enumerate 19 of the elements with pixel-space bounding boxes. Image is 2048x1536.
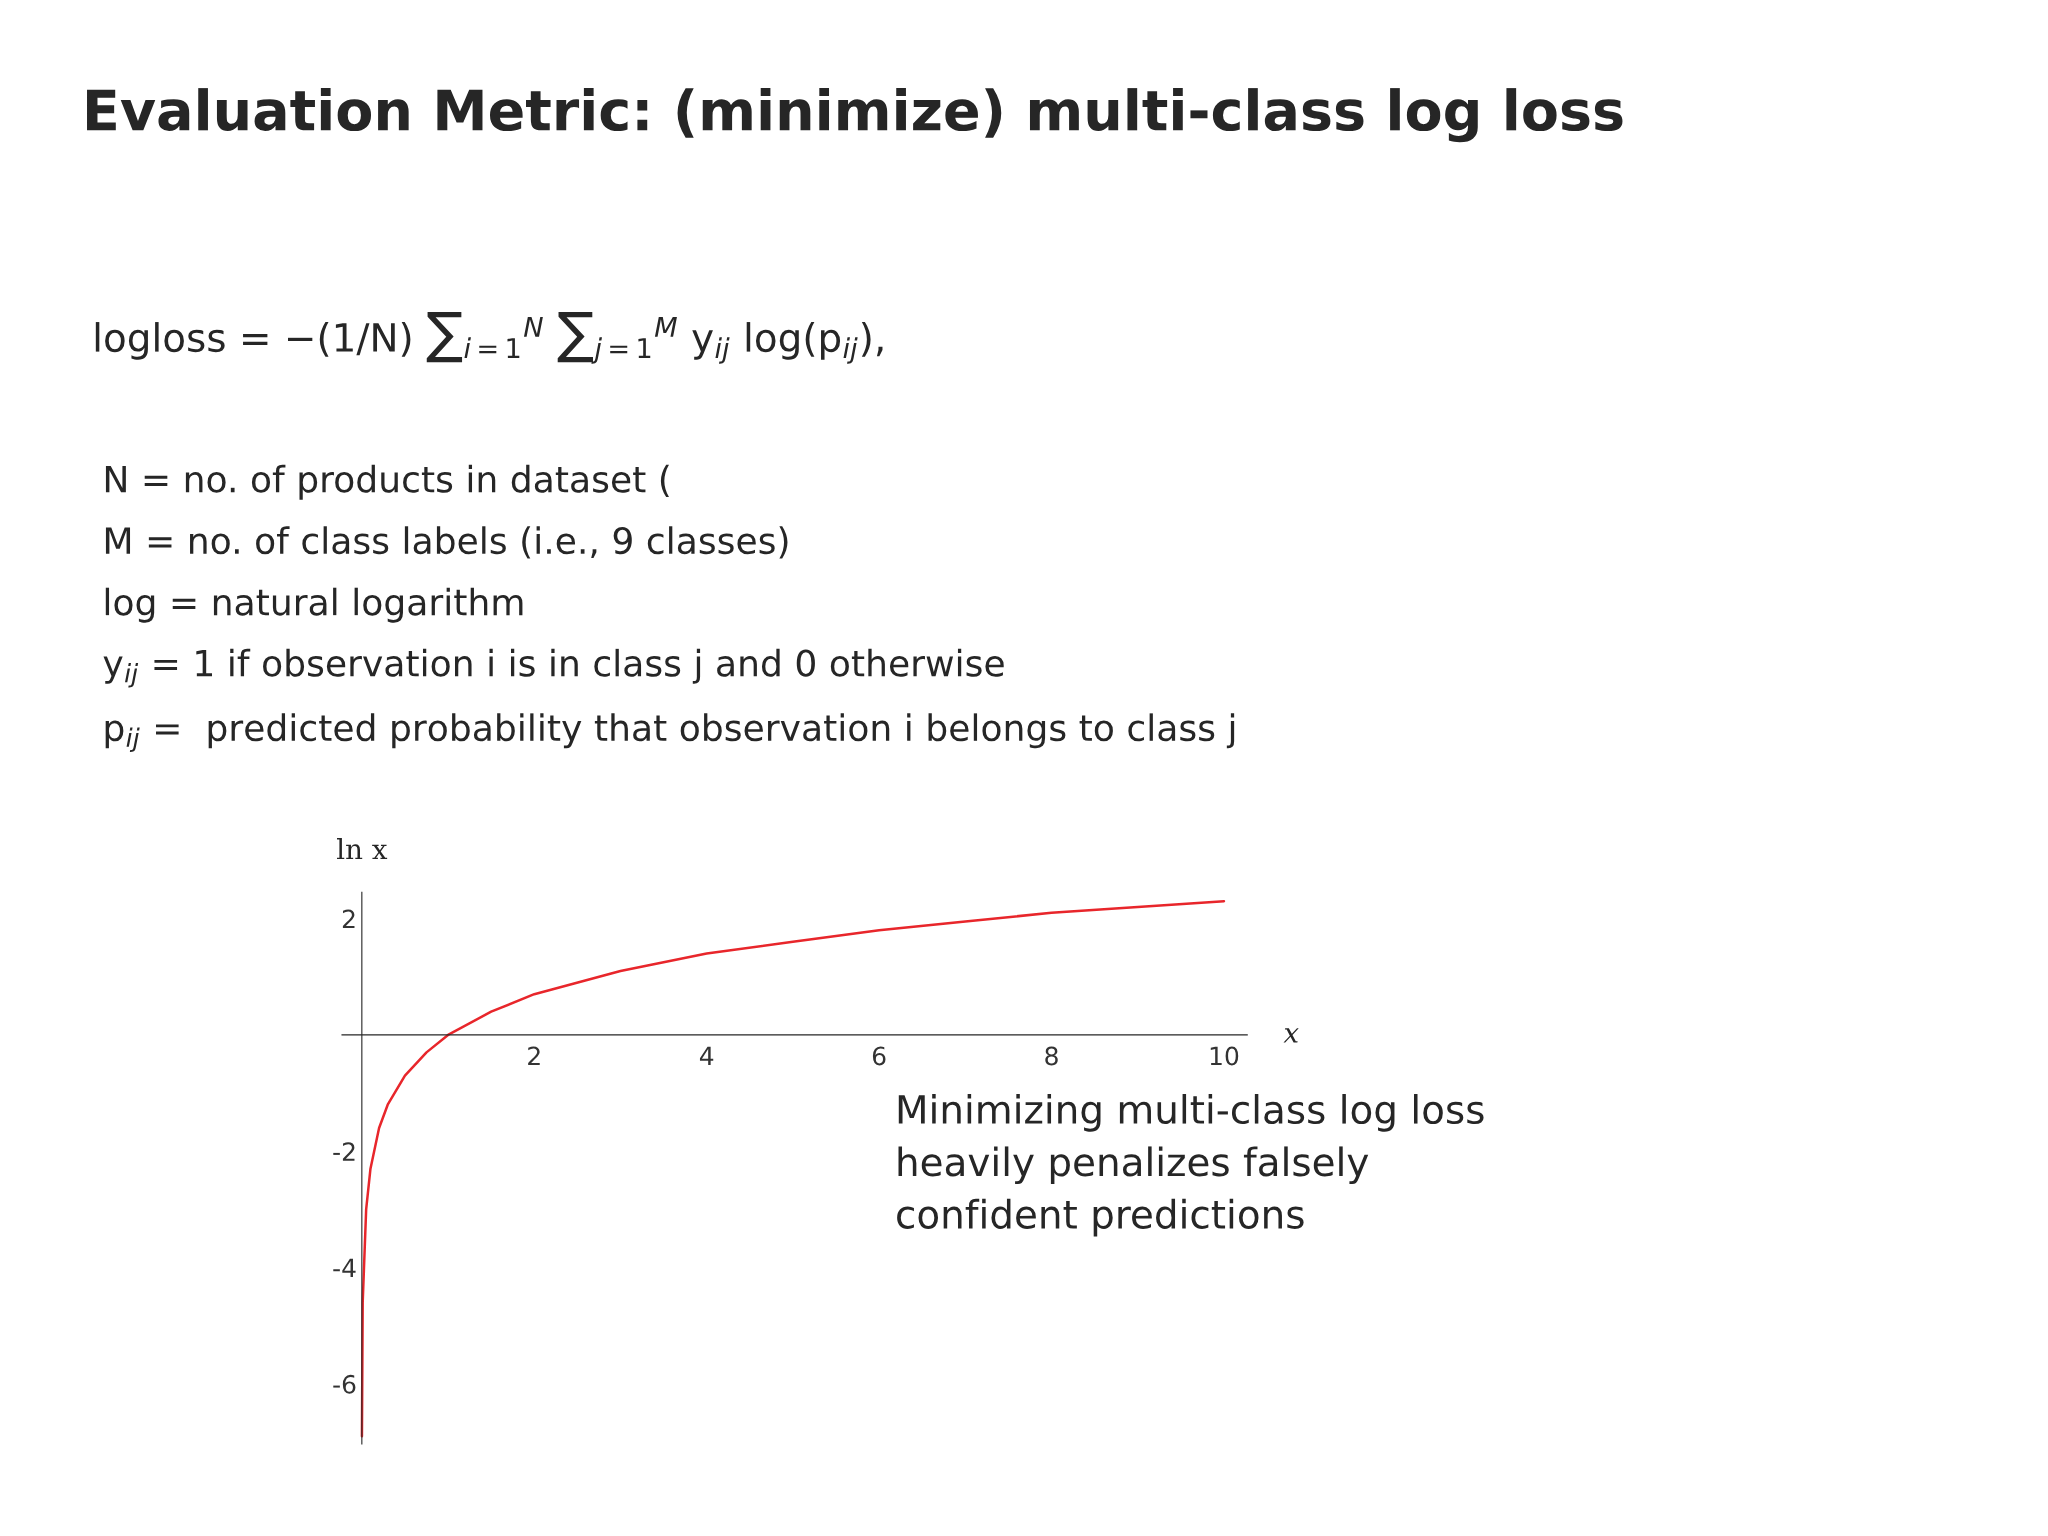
y-tick-label: -2 (333, 1142, 355, 1161)
x-tick-label: 2 (528, 1046, 540, 1066)
x-tick-label: 10 (1210, 1046, 1239, 1066)
text: logloss = −(1/N) ∑$_{i=1}$$^{N}$ ∑$_{j=1}$$^{M}$ y$_{ij}$ log(p$_{ij}$), (95, 312, 883, 364)
chart-title: Evaluation Metric: (minimize) multi-class log loss (87, 88, 1623, 143)
y-tick-label: -6 (333, 1374, 356, 1394)
x-tick-label: 4 (699, 1046, 714, 1066)
y-axis-title: ln x (337, 837, 388, 860)
text: p$_{ij}$ = predicted probability that observation i belongs to class j (105, 713, 1235, 752)
text: y$_{ij}$ = 1 if observation i is in class j and 0 otherwise (103, 648, 1004, 688)
x-axis-title: x (1283, 1028, 1299, 1043)
text: M = no. of class labels (i.e., 9 classes) (105, 526, 788, 559)
x-tick-label: 8 (1045, 1046, 1058, 1066)
x-tick-label: 6 (872, 1046, 886, 1066)
text: log = natural logarithm (105, 587, 523, 623)
annotation: Minimizing multi-class log loss heavily penalizes falsely confident predictions (897, 1094, 1484, 1237)
y-tick-label: -4 (333, 1258, 356, 1278)
text: N = no. of products in dataset ( (105, 464, 669, 500)
y-tick-label: 2 (342, 909, 355, 929)
